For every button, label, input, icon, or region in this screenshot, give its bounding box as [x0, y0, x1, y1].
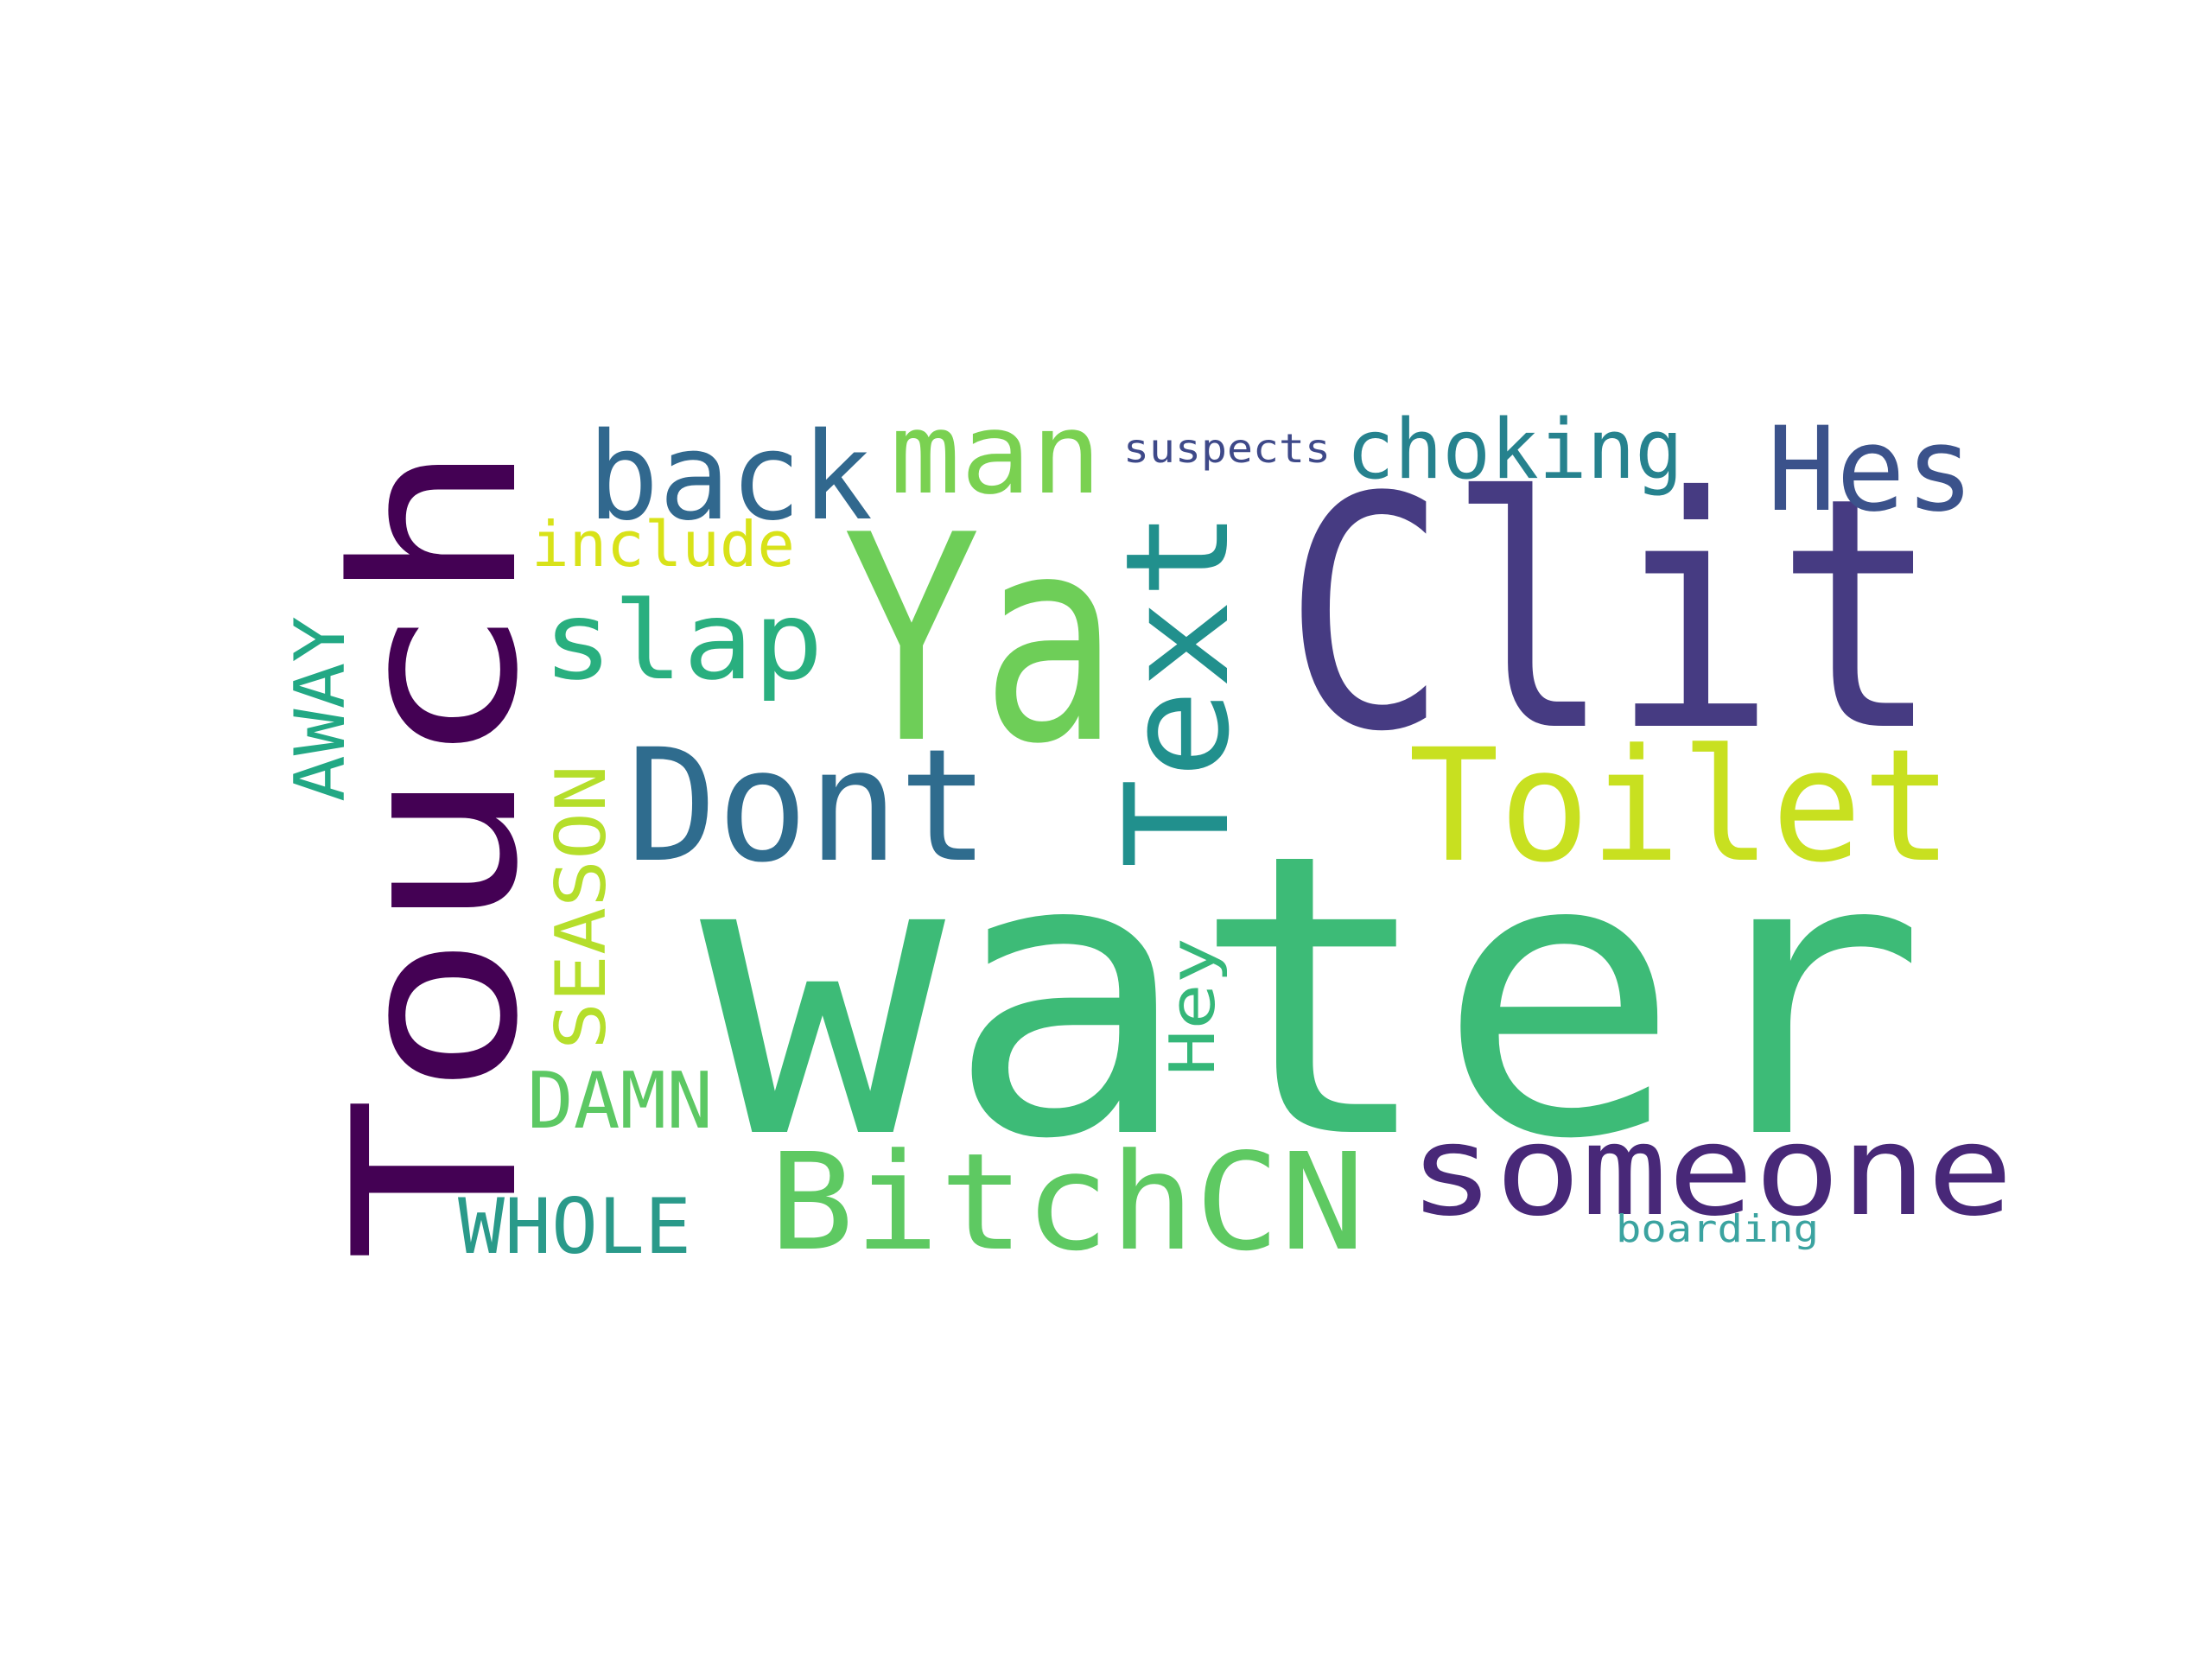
- word-include: include: [531, 508, 795, 581]
- word-text: Text: [1095, 510, 1261, 868]
- word-ya: Ya: [842, 474, 1119, 806]
- word-dont: Dont: [626, 716, 989, 897]
- word-season: SEASON: [541, 765, 621, 1050]
- word-back: back: [588, 407, 873, 548]
- word-away: AWAY: [280, 616, 360, 802]
- word-boarding: boarding: [1616, 1207, 1819, 1251]
- word-man: man: [890, 388, 1102, 519]
- word-someone: someone: [1408, 1098, 2013, 1244]
- word-choking: choking: [1346, 403, 1683, 498]
- word-slap: slap: [543, 579, 823, 704]
- word-suspects: suspects: [1123, 425, 1331, 472]
- word-hes: Hes: [1767, 402, 1974, 537]
- word-hey: Hey: [1156, 938, 1229, 1076]
- word-water: water: [700, 772, 1927, 1224]
- word-touch: Touch: [307, 441, 568, 1262]
- word-toilet: Toilet: [1408, 716, 1953, 897]
- word-bitchcn: BitchCN: [769, 1124, 1365, 1281]
- word-clit: Clit: [1283, 430, 1940, 802]
- word-whole: WHOLE: [458, 1182, 691, 1271]
- word-damn: DAMN: [527, 1056, 713, 1147]
